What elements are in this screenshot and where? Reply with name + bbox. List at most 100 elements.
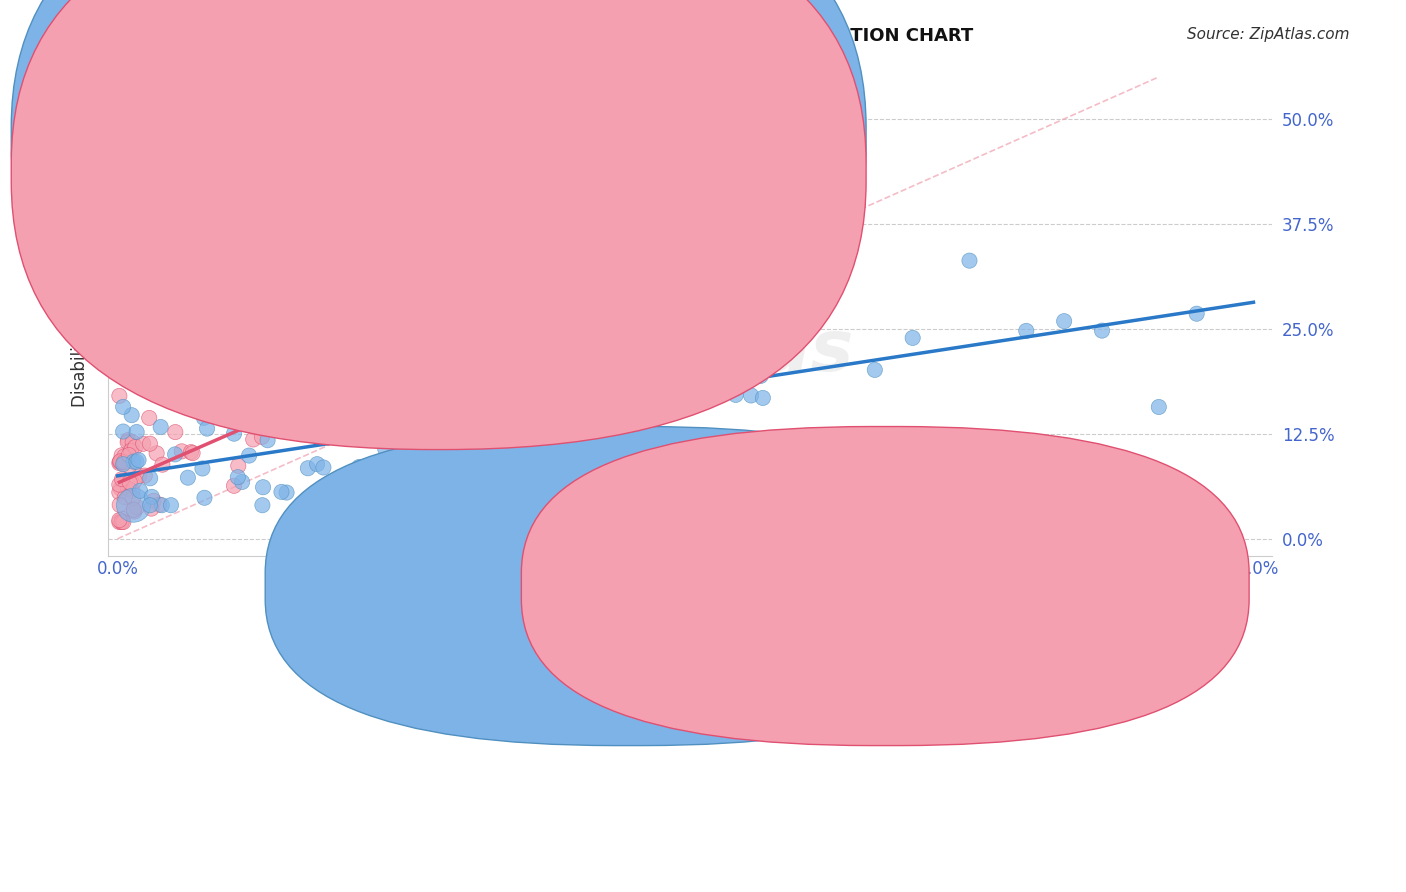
Point [752,391,775,405]
Point [546,498,568,512]
Point [127,500,149,515]
Point [222,426,245,441]
Point [195,421,218,435]
Point [118,475,141,490]
Point [391,462,413,476]
Point [298,405,321,419]
Point [540,405,562,419]
Point [374,442,396,456]
Point [221,413,243,427]
Point [108,485,131,500]
Point [142,493,165,508]
Point [256,434,278,448]
Text: RUSSIAN VS IMMIGRANTS FROM MALAYSIA DISABILITY AGE 35 TO 64 CORRELATION CHART: RUSSIAN VS IMMIGRANTS FROM MALAYSIA DISA… [56,27,973,45]
Point [129,483,152,498]
Point [108,455,131,469]
Point [112,400,135,414]
Point [269,376,291,390]
Point [108,513,131,527]
Point [122,498,145,512]
Point [145,446,167,460]
Point [312,460,335,475]
Point [276,485,298,500]
Point [111,512,134,526]
Point [181,446,204,460]
Point [124,440,146,454]
Point [1053,314,1076,328]
Point [347,460,370,475]
Point [111,474,134,488]
Point [270,377,292,392]
Point [118,459,141,474]
Point [110,515,132,529]
FancyBboxPatch shape [522,426,1249,746]
Point [959,253,981,268]
Point [238,449,260,463]
Point [863,363,886,377]
Point [297,461,319,475]
Point [270,392,292,407]
Point [112,425,135,439]
Point [1185,307,1208,321]
Point [122,455,145,469]
Point [111,472,134,486]
Point [250,430,273,444]
Point [110,454,132,468]
Point [122,503,145,517]
Point [231,475,253,489]
Point [121,484,143,499]
Point [578,376,600,391]
Point [307,457,329,471]
Point [121,408,143,422]
Point [174,392,197,406]
Point [149,420,172,434]
Text: Source: ZipAtlas.com: Source: ZipAtlas.com [1187,27,1350,42]
Point [180,445,202,459]
Point [228,393,250,408]
Point [139,498,162,512]
Point [451,443,474,458]
Point [114,491,136,505]
Point [108,477,131,491]
Point [193,410,215,425]
Point [165,447,187,461]
Point [641,458,664,472]
Point [141,490,163,504]
Point [112,455,135,469]
Point [108,389,131,403]
Point [121,435,143,450]
Point [749,368,772,383]
Point [226,470,249,484]
Point [128,453,150,467]
Point [378,426,401,441]
Point [111,448,134,462]
Point [110,515,132,529]
Point [749,103,772,118]
Point [270,394,292,409]
Point [138,411,160,425]
Point [120,443,142,458]
Text: Russians: Russians [630,595,703,613]
FancyBboxPatch shape [266,426,993,746]
Point [160,498,183,512]
Point [512,442,534,457]
Point [124,474,146,488]
Point [112,457,135,471]
Point [724,388,747,402]
Point [150,498,173,512]
Point [709,368,731,382]
Point [717,363,740,377]
Point [170,444,193,458]
Point [124,505,146,519]
Point [385,467,408,481]
Point [128,468,150,483]
Point [191,461,214,475]
Point [125,455,148,469]
Point [121,441,143,455]
Point [1091,324,1114,338]
Text: Immigrants from Malaysia: Immigrants from Malaysia [838,595,1054,613]
Point [110,455,132,469]
Point [659,479,682,493]
Point [193,491,215,505]
Point [132,437,155,451]
